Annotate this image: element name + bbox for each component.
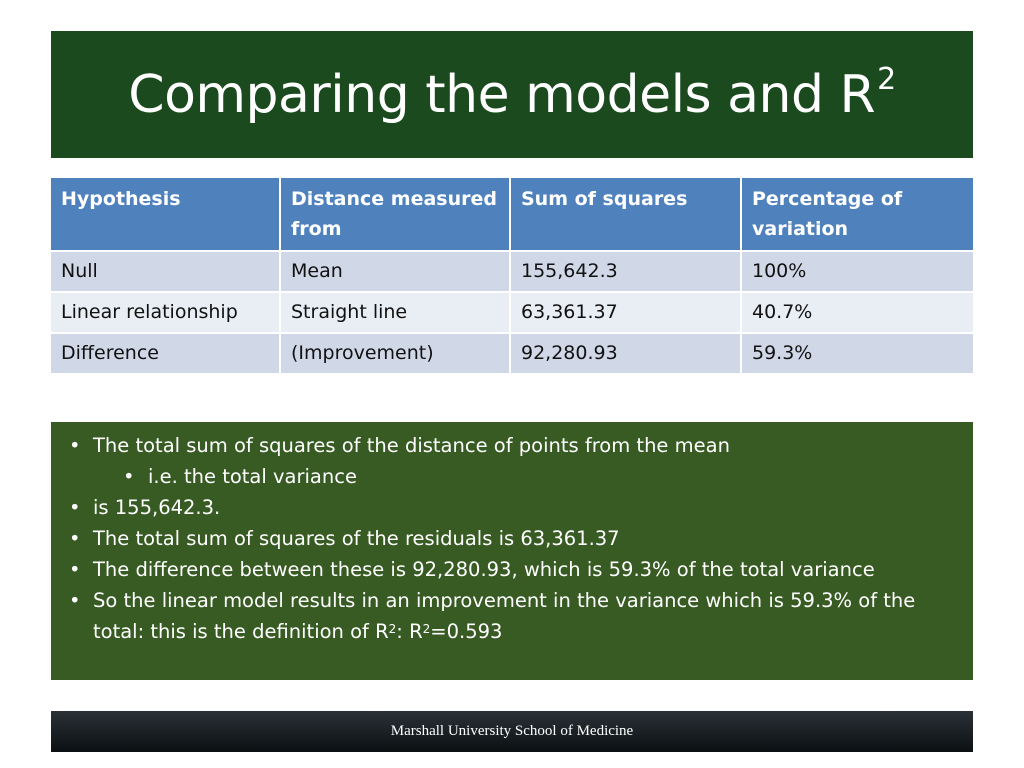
slide-title-text: Comparing the models and R	[128, 64, 876, 125]
footer-text: Marshall University School of Medicine	[390, 723, 634, 739]
table-row: Null Mean 155,642.3 100%	[51, 252, 973, 293]
cell-distance: Straight line	[281, 293, 511, 334]
list-item: • is 155,642.3.	[63, 492, 961, 523]
list-item: • So the linear model results in an impr…	[63, 585, 961, 647]
footer-bar: Marshall University School of Medicine	[51, 711, 973, 752]
cell-hypothesis: Null	[51, 252, 281, 293]
note-text: So the linear model results in an improv…	[93, 589, 915, 643]
cell-distance: Mean	[281, 252, 511, 293]
note-superscript: 2	[422, 622, 431, 636]
slide-title: Comparing the models and R2	[128, 64, 896, 121]
slide-title-superscript: 2	[877, 61, 896, 97]
note-text-part: =0.593	[430, 620, 503, 643]
cell-percentage: 100%	[742, 252, 973, 293]
table-row: Difference (Improvement) 92,280.93 59.3%	[51, 334, 973, 375]
header-percentage: Percentage of variation	[742, 178, 973, 252]
cell-sum-of-squares: 63,361.37	[511, 293, 742, 334]
note-text-part: : R	[396, 620, 423, 643]
note-text: The total sum of squares of the distance…	[93, 434, 730, 457]
notes-box: • The total sum of squares of the distan…	[51, 422, 973, 680]
notes-list: • The total sum of squares of the distan…	[63, 430, 961, 647]
bullet-icon: •	[69, 589, 81, 612]
table-row: Linear relationship Straight line 63,361…	[51, 293, 973, 334]
cell-sum-of-squares: 92,280.93	[511, 334, 742, 375]
list-item: • The total sum of squares of the distan…	[63, 430, 961, 461]
header-hypothesis: Hypothesis	[51, 178, 281, 252]
table-header-row: Hypothesis Distance measured from Sum of…	[51, 178, 973, 252]
cell-hypothesis: Linear relationship	[51, 293, 281, 334]
cell-sum-of-squares: 155,642.3	[511, 252, 742, 293]
bullet-icon: •	[69, 527, 81, 550]
header-sum-of-squares: Sum of squares	[511, 178, 742, 252]
bullet-icon: •	[123, 465, 135, 488]
cell-hypothesis: Difference	[51, 334, 281, 375]
note-superscript: 2	[388, 622, 397, 636]
note-text: i.e. the total variance	[148, 465, 357, 488]
title-banner: Comparing the models and R2	[51, 31, 973, 158]
header-distance: Distance measured from	[281, 178, 511, 252]
note-text: The total sum of squares of the residual…	[93, 527, 620, 550]
list-item: • The difference between these is 92,280…	[63, 554, 961, 585]
models-table: Hypothesis Distance measured from Sum of…	[51, 178, 973, 375]
bullet-icon: •	[69, 496, 81, 519]
note-text-part: So the linear model results in an improv…	[93, 589, 916, 643]
list-item: • i.e. the total variance	[63, 461, 961, 492]
cell-percentage: 40.7%	[742, 293, 973, 334]
bullet-icon: •	[69, 434, 81, 457]
bullet-icon: •	[69, 558, 81, 581]
note-text: is 155,642.3.	[93, 496, 221, 519]
note-text: The difference between these is 92,280.9…	[93, 558, 875, 581]
list-item: • The total sum of squares of the residu…	[63, 523, 961, 554]
cell-percentage: 59.3%	[742, 334, 973, 375]
cell-distance: (Improvement)	[281, 334, 511, 375]
